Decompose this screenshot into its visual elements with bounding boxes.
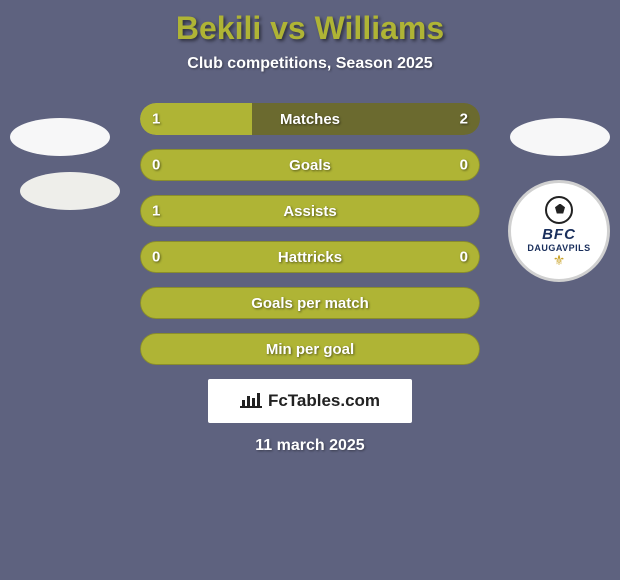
stat-row: 1 Assists: [140, 195, 480, 227]
stat-row: 1 2 Matches: [140, 103, 480, 135]
brand-logo: FcTables.com: [208, 379, 412, 423]
stat-value-left: 1: [152, 203, 160, 220]
stats-area: 1 2 Matches 0 0 Goals 1 Assists 0 0 Hattricks Goals…: [140, 103, 480, 365]
footer-date: 11 march 2025: [0, 437, 620, 455]
team-left-logo-placeholder: [20, 172, 120, 210]
brand-text: FcTables.com: [268, 391, 380, 411]
stat-value-left: 0: [152, 157, 160, 174]
stat-row: 0 0 Hattricks: [140, 241, 480, 273]
infographic-container: Bekili vs Williams Club competitions, Se…: [0, 0, 620, 580]
team-logo-text-2: DAUGAVPILS: [527, 243, 590, 253]
soccer-ball-icon: [545, 196, 573, 224]
stat-value-right: 2: [460, 111, 468, 128]
chart-icon: [240, 390, 262, 413]
team-logo-text-1: BFC: [542, 226, 576, 243]
stat-value-right: 0: [460, 249, 468, 266]
stat-label: Assists: [283, 203, 336, 220]
fleur-de-lis-icon: ⚜: [553, 253, 566, 267]
stat-label: Matches: [280, 111, 340, 128]
stat-row: Min per goal: [140, 333, 480, 365]
stat-label: Goals per match: [251, 295, 369, 312]
stat-value-right: 0: [460, 157, 468, 174]
stat-label: Goals: [289, 157, 331, 174]
player-right-avatar-placeholder: [510, 118, 610, 156]
stat-row: 0 0 Goals: [140, 149, 480, 181]
team-right-logo: BFC DAUGAVPILS ⚜: [508, 180, 610, 282]
page-title: Bekili vs Williams: [0, 10, 620, 47]
player-left-avatar-placeholder: [10, 118, 110, 156]
stat-row: Goals per match: [140, 287, 480, 319]
stat-label: Min per goal: [266, 341, 354, 358]
stat-label: Hattricks: [278, 249, 342, 266]
stat-value-left: 0: [152, 249, 160, 266]
page-subtitle: Club competitions, Season 2025: [0, 55, 620, 73]
stat-value-left: 1: [152, 111, 160, 128]
